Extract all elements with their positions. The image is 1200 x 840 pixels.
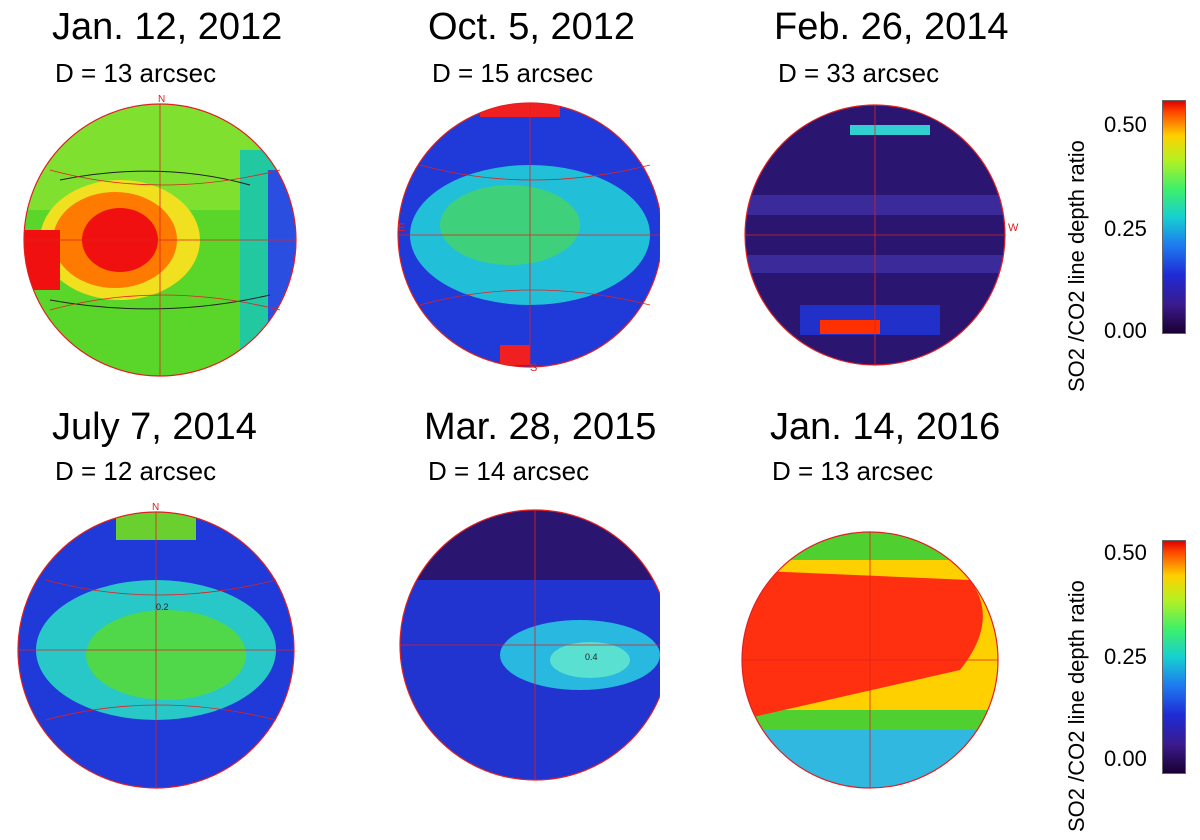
panel-diameter: D = 15 arcsec: [432, 58, 594, 88]
panel-date: Oct. 5, 2012: [428, 6, 636, 48]
color-scale: [1162, 540, 1186, 774]
panel-diameter: D = 14 arcsec: [428, 456, 590, 486]
tick-000: 0.00: [1104, 318, 1147, 343]
tick-050: 0.50: [1104, 112, 1147, 137]
contour-label: 0.2: [156, 602, 169, 612]
color-scale: [1162, 100, 1186, 334]
panel-date: July 7, 2014: [52, 406, 257, 448]
north-label: N: [152, 502, 159, 513]
colorbar-bottom: SO2 /CO2 line depth ratio 0.50 0.25 0.00: [1060, 540, 1200, 840]
colorbar-label: SO2 /CO2 line depth ratio: [1064, 580, 1089, 832]
panel-date: Mar. 28, 2015: [424, 406, 657, 448]
tick-000: 0.00: [1104, 746, 1147, 771]
east-label: E: [398, 222, 405, 234]
panel-diameter: D = 12 arcsec: [55, 456, 217, 486]
tick-050: 0.50: [1104, 540, 1147, 565]
colorbar-top: SO2 /CO2 line depth ratio 0.50 0.25 0.00: [1060, 100, 1200, 400]
venus-disk-map: N: [23, 94, 297, 377]
colorbar-label-text: SO2 /CO2 line depth ratio: [1064, 580, 1089, 832]
venus-disk-map: E S: [397, 102, 660, 374]
west-label: W: [1008, 222, 1019, 234]
panel-diameter: D = 13 arcsec: [772, 456, 934, 486]
panel-date: Jan. 14, 2016: [770, 406, 1001, 448]
tick-025: 0.25: [1104, 216, 1147, 241]
panel-diameter: D = 13 arcsec: [55, 58, 217, 88]
venus-disk-map: W: [744, 104, 1019, 366]
venus-disk-map: [741, 531, 999, 789]
venus-disk-map: N 0.2: [17, 502, 295, 789]
tick-025: 0.25: [1104, 644, 1147, 669]
colorbar-label: SO2 /CO2 line depth ratio: [1064, 140, 1089, 392]
contour-label: 0.4: [585, 652, 598, 662]
panel-date: Feb. 26, 2014: [774, 6, 1009, 48]
panel-date: Jan. 12, 2012: [52, 6, 283, 48]
south-label: S: [530, 362, 537, 374]
venus-disk-map: 0.4: [399, 509, 660, 781]
colorbar-label-text: SO2 /CO2 line depth ratio: [1064, 140, 1089, 392]
panel-diameter: D = 33 arcsec: [778, 58, 940, 88]
north-label: N: [158, 94, 165, 105]
